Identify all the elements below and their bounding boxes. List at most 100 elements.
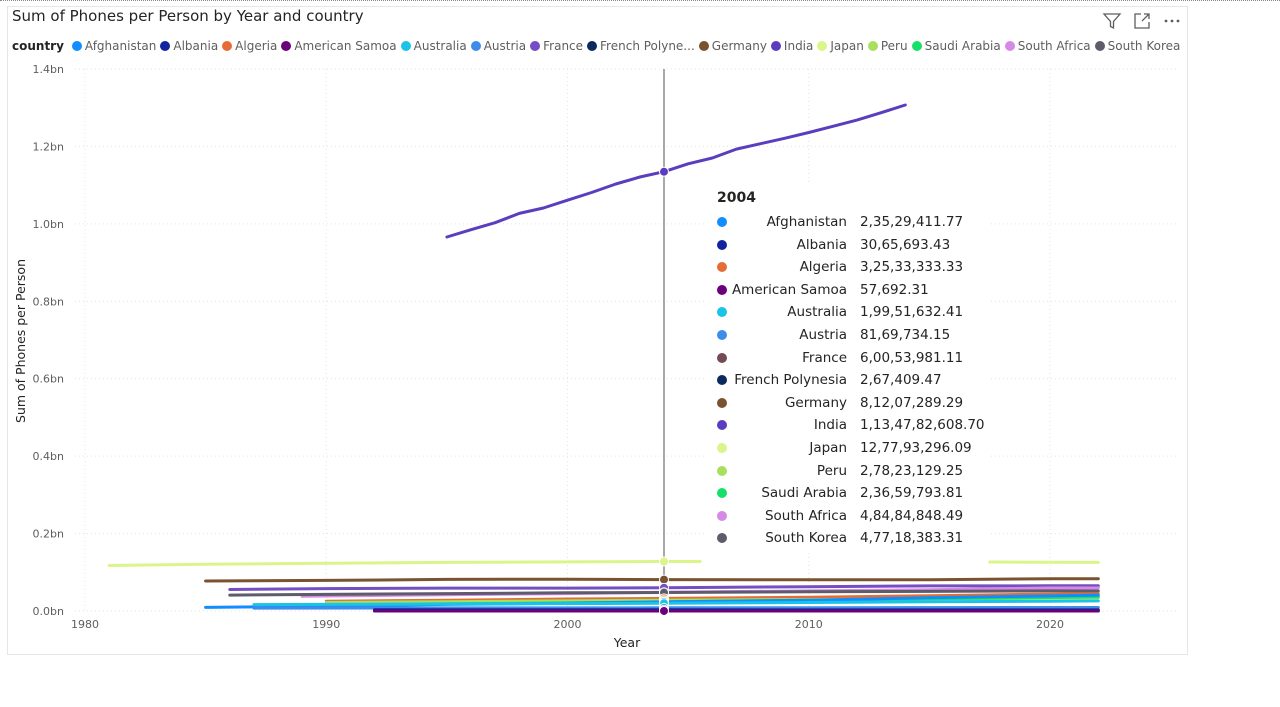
legend-marker-icon bbox=[770, 41, 781, 51]
legend-marker-icon bbox=[71, 41, 82, 51]
more-options-icon[interactable] bbox=[1162, 11, 1182, 31]
tooltip-series-name: Saudi Arabia bbox=[761, 485, 847, 502]
tooltip-series-value: 6,00,53,981.11 bbox=[860, 349, 964, 366]
y-tick-label: 1.0bn bbox=[33, 218, 64, 231]
tooltip-series-value: 30,65,693.43 bbox=[860, 236, 951, 253]
hover-indicator bbox=[659, 69, 669, 616]
page-top-border bbox=[0, 0, 1280, 6]
tooltip-row: Saudi Arabia 2,36,59,793.81 bbox=[705, 483, 990, 503]
tooltip: 2004 Afghanistan 2,35,29,411.77 Albania 30,… bbox=[705, 183, 990, 553]
tooltip-series-value: 2,78,23,129.25 bbox=[860, 462, 964, 479]
legend-item[interactable]: Japan bbox=[817, 39, 864, 53]
y-tick-label: 0.8bn bbox=[33, 295, 64, 308]
series-line-japan bbox=[107, 560, 702, 567]
legend-item[interactable]: Saudi Arabia bbox=[911, 39, 1001, 53]
tooltip-row: Albania 30,65,693.43 bbox=[705, 235, 990, 255]
legend-title: country bbox=[12, 39, 64, 53]
legend-item[interactable]: Albania bbox=[160, 39, 218, 53]
tooltip-title: 2004 bbox=[717, 190, 756, 206]
legend-marker-icon bbox=[470, 41, 481, 51]
legend-label: India bbox=[783, 39, 814, 53]
legend-item[interactable]: French Polyne... bbox=[587, 39, 695, 53]
series-line-india bbox=[445, 103, 907, 239]
tooltip-marker-icon bbox=[717, 397, 727, 408]
x-tick-label: 2020 bbox=[1036, 618, 1064, 631]
y-tick-label: 1.2bn bbox=[33, 140, 64, 153]
tooltip-row: South Africa 4,84,84,848.49 bbox=[705, 506, 990, 526]
y-tick-label: 0.6bn bbox=[33, 373, 64, 386]
tooltip-series-name: Afghanistan bbox=[766, 214, 847, 230]
legend-item[interactable]: India bbox=[770, 39, 814, 53]
tooltip-series-name: Albania bbox=[796, 236, 847, 253]
tooltip-row: Japan 12,77,93,296.09 bbox=[705, 438, 990, 458]
chart-legend: country Afghanistan Albania Algeria America… bbox=[12, 38, 1184, 54]
tooltip-series-value: 1,13,47,82,608.70 bbox=[860, 417, 985, 434]
tooltip-marker-icon bbox=[717, 533, 727, 544]
tooltip-series-name: Germany bbox=[784, 394, 847, 411]
chart-gridlines bbox=[75, 68, 1178, 612]
hover-marker bbox=[659, 574, 669, 585]
hover-marker bbox=[659, 605, 669, 616]
tooltip-series-name: French Polynesia bbox=[734, 372, 847, 389]
tooltip-series-name: American Samoa bbox=[731, 281, 847, 298]
tooltip-marker-icon bbox=[717, 262, 727, 273]
filter-icon[interactable] bbox=[1102, 11, 1122, 31]
legend-item[interactable]: Peru bbox=[867, 39, 908, 53]
tooltip-row: India 1,13,47,82,608.70 bbox=[705, 415, 990, 435]
legend-marker-icon bbox=[160, 41, 171, 51]
y-axis-ticks: 0.0bn 0.2bn 0.4bn 0.6bn 0.8bn 1.0bn 1.2bn 1.4bn bbox=[33, 63, 64, 618]
tooltip-series-name: France bbox=[802, 349, 847, 366]
legend-item[interactable]: France bbox=[530, 39, 583, 53]
tooltip-series-name: Austria bbox=[799, 327, 847, 343]
tooltip-marker-icon bbox=[717, 217, 727, 227]
hover-marker bbox=[659, 556, 669, 567]
legend-item[interactable]: Algeria bbox=[222, 39, 277, 53]
legend-label: Japan bbox=[830, 39, 864, 53]
y-tick-label: 0.4bn bbox=[33, 450, 64, 463]
x-tick-label: 1990 bbox=[312, 618, 340, 631]
legend-label: Saudi Arabia bbox=[924, 39, 1001, 53]
tooltip-row: Germany 8,12,07,289.29 bbox=[705, 393, 990, 413]
legend-item[interactable]: Germany bbox=[698, 39, 767, 53]
tooltip-marker-icon bbox=[717, 307, 727, 318]
tooltip-series-name: South Africa bbox=[764, 507, 847, 524]
tooltip-marker-icon bbox=[717, 443, 727, 453]
legend-item[interactable]: American Samoa bbox=[281, 39, 397, 53]
y-tick-label: 0.2bn bbox=[33, 528, 64, 541]
tooltip-series-value: 81,69,734.15 bbox=[860, 327, 951, 343]
tooltip-row: France 6,00,53,981.11 bbox=[705, 348, 990, 368]
tooltip-series-name: Japan bbox=[809, 440, 847, 456]
legend-marker-icon bbox=[911, 41, 922, 51]
legend-label: France bbox=[543, 39, 584, 53]
tooltip-marker-icon bbox=[717, 375, 727, 386]
legend-label: Afghanistan bbox=[84, 39, 157, 53]
tooltip-series-name: South Korea bbox=[765, 530, 847, 547]
tooltip-series-value: 2,36,59,793.81 bbox=[860, 485, 964, 502]
tooltip-row: Afghanistan 2,35,29,411.77 bbox=[705, 212, 990, 232]
tooltip-marker-icon bbox=[717, 330, 727, 340]
line-chart-visual[interactable] bbox=[7, 6, 1188, 655]
tooltip-series-name: Australia bbox=[787, 304, 847, 321]
legend-label: Germany bbox=[711, 39, 767, 53]
legend-item[interactable]: Austria bbox=[470, 39, 526, 53]
focus-mode-icon[interactable] bbox=[1132, 11, 1152, 31]
tooltip-marker-icon bbox=[717, 352, 727, 363]
hover-marker bbox=[659, 166, 669, 177]
tooltip-marker-icon bbox=[717, 284, 727, 295]
legend-item[interactable]: Afghanistan bbox=[71, 39, 157, 53]
x-tick-label: 1980 bbox=[71, 618, 99, 631]
legend-item[interactable]: South Korea bbox=[1094, 39, 1180, 53]
y-tick-label: 0.0bn bbox=[33, 605, 64, 618]
tooltip-row: Peru 2,78,23,129.25 bbox=[705, 461, 990, 481]
tooltip-series-value: 2,35,29,411.77 bbox=[860, 214, 964, 230]
legend-marker-icon bbox=[222, 41, 233, 51]
legend-item[interactable]: South Africa bbox=[1004, 39, 1091, 53]
legend-item[interactable]: Australia bbox=[400, 39, 467, 53]
tooltip-series-value: 8,12,07,289.29 bbox=[860, 394, 964, 411]
tooltip-series-value: 57,692.31 bbox=[860, 281, 929, 298]
tooltip-series-value: 4,84,84,848.49 bbox=[860, 507, 964, 524]
tooltip-series-name: Peru bbox=[816, 462, 847, 479]
y-tick-label: 1.4bn bbox=[33, 63, 64, 76]
tooltip-row: American Samoa 57,692.31 bbox=[705, 280, 990, 300]
